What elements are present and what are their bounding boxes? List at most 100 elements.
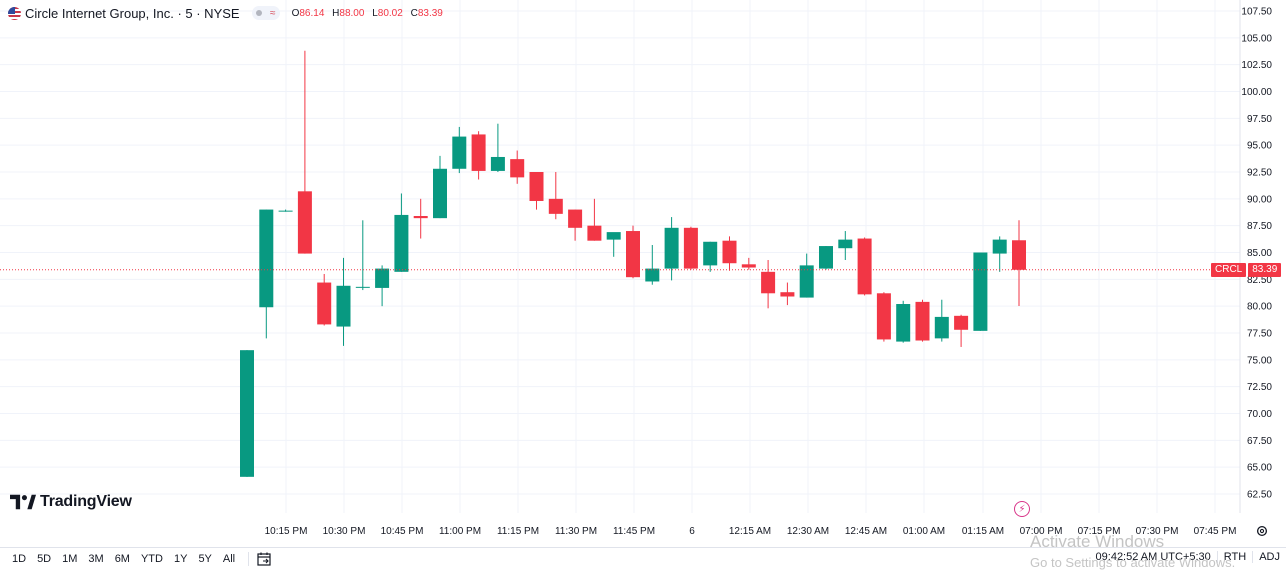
calendar-goto-icon[interactable] bbox=[257, 552, 273, 566]
symbol-title[interactable]: Circle Internet Group, Inc. · 5 · NYSE bbox=[25, 5, 240, 21]
candle[interactable] bbox=[336, 257, 351, 346]
candle[interactable] bbox=[413, 198, 428, 239]
candle[interactable] bbox=[838, 231, 853, 261]
candle[interactable] bbox=[568, 209, 583, 241]
compare-pill[interactable]: ≈ bbox=[251, 6, 280, 20]
adjust-toggle[interactable]: ADJ bbox=[1252, 551, 1286, 563]
candle[interactable] bbox=[741, 257, 756, 270]
y-tick-label: 92.50 bbox=[1247, 168, 1272, 179]
x-tick-label: 11:15 PM bbox=[497, 526, 539, 537]
x-tick-label: 01:00 AM bbox=[903, 526, 945, 537]
grid bbox=[0, 0, 1240, 513]
candle-body bbox=[838, 239, 853, 249]
candle[interactable] bbox=[645, 244, 660, 285]
candle[interactable] bbox=[626, 225, 640, 279]
candle[interactable] bbox=[722, 236, 737, 271]
candle-body bbox=[240, 350, 254, 477]
ohlc-low-value: 80.02 bbox=[377, 7, 403, 19]
y-tick-label: 77.50 bbox=[1247, 329, 1272, 340]
candle[interactable] bbox=[683, 226, 698, 270]
candle-body bbox=[683, 227, 698, 269]
candle-body bbox=[297, 191, 312, 254]
candle-body bbox=[394, 214, 409, 272]
candle-body bbox=[722, 240, 737, 264]
candle[interactable] bbox=[799, 253, 814, 298]
candle-body bbox=[645, 268, 660, 282]
x-tick-label: 12:45 AM bbox=[845, 526, 887, 537]
y-tick-label: 65.00 bbox=[1247, 463, 1272, 474]
price-chart[interactable]: 62.50 65.00 67.50 70.00 72.50 75.00 77.50 80.00… bbox=[0, 0, 1286, 547]
candle[interactable] bbox=[606, 232, 621, 257]
candle[interactable] bbox=[703, 241, 718, 272]
candle[interactable] bbox=[355, 220, 370, 291]
candle[interactable] bbox=[954, 314, 969, 347]
tradingview-logo[interactable]: TradingView bbox=[10, 493, 132, 511]
candle[interactable] bbox=[375, 265, 390, 307]
candle[interactable] bbox=[973, 252, 988, 331]
range-all-button[interactable]: All bbox=[222, 552, 236, 565]
candle[interactable] bbox=[394, 193, 409, 272]
candle[interactable] bbox=[915, 299, 930, 342]
candle[interactable] bbox=[876, 292, 891, 342]
candle[interactable] bbox=[510, 150, 525, 184]
range-ytd-button[interactable]: YTD bbox=[140, 552, 163, 565]
ohlc-close-key: C bbox=[410, 7, 418, 19]
time-axis: 10:15 PM 10:30 PM 10:45 PM 11:00 PM 11:15 PM… bbox=[265, 526, 1237, 537]
candle-body bbox=[548, 198, 563, 214]
candle[interactable] bbox=[529, 172, 544, 210]
range-6m-button[interactable]: 6M bbox=[114, 552, 130, 565]
tradingview-logo-icon bbox=[10, 494, 36, 510]
x-tick-label: 11:00 PM bbox=[439, 526, 481, 537]
candle-body bbox=[413, 216, 428, 219]
candle-body bbox=[934, 316, 949, 339]
x-tick-label: 10:15 PM bbox=[265, 526, 308, 537]
candle[interactable] bbox=[780, 282, 795, 306]
clock-time[interactable]: 09:42:52 AM UTC+5:30 bbox=[1095, 551, 1211, 563]
y-tick-label: 75.00 bbox=[1247, 355, 1272, 366]
candles bbox=[0, 50, 1240, 477]
range-1d-button[interactable]: 1D bbox=[12, 552, 27, 565]
session-toggle[interactable]: RTH bbox=[1216, 551, 1252, 563]
candle[interactable] bbox=[1012, 220, 1026, 306]
candle[interactable] bbox=[240, 350, 254, 477]
candle-body bbox=[780, 292, 795, 297]
candle[interactable] bbox=[433, 155, 447, 219]
ohlc-close-value: 83.39 bbox=[417, 7, 443, 19]
candle[interactable] bbox=[896, 300, 911, 343]
range-3m-button[interactable]: 3M bbox=[88, 552, 104, 565]
candle[interactable] bbox=[317, 273, 332, 326]
ohlc-open-key: O bbox=[291, 7, 300, 19]
candle-body bbox=[452, 136, 467, 169]
candle[interactable] bbox=[857, 237, 872, 296]
price-axis: 62.50 65.00 67.50 70.00 72.50 75.00 77.50 80.00… bbox=[1241, 7, 1272, 501]
range-1y-button[interactable]: 1Y bbox=[173, 552, 188, 565]
candle[interactable] bbox=[297, 50, 312, 254]
y-tick-label: 107.50 bbox=[1241, 7, 1272, 18]
candle[interactable] bbox=[490, 123, 505, 172]
candle[interactable] bbox=[452, 126, 467, 174]
ohlc-high-key: H bbox=[332, 7, 340, 19]
candle[interactable] bbox=[992, 236, 1007, 272]
candle-body bbox=[799, 265, 814, 298]
candle[interactable] bbox=[259, 209, 274, 339]
candle[interactable] bbox=[934, 299, 949, 342]
candle[interactable] bbox=[761, 260, 776, 309]
candle-body bbox=[703, 241, 718, 266]
candle[interactable] bbox=[471, 131, 486, 180]
range-5d-button[interactable]: 5D bbox=[37, 552, 52, 565]
range-1m-button[interactable]: 1M bbox=[62, 552, 78, 565]
x-tick-label: 07:15 PM bbox=[1078, 526, 1121, 537]
gear-icon[interactable] bbox=[1255, 524, 1269, 538]
x-tick-label: 01:15 AM bbox=[962, 526, 1004, 537]
y-tick-label: 97.50 bbox=[1247, 114, 1272, 125]
candle[interactable] bbox=[278, 209, 293, 212]
candle[interactable] bbox=[587, 198, 602, 241]
range-5y-button[interactable]: 5Y bbox=[198, 552, 212, 565]
candle[interactable] bbox=[819, 246, 833, 270]
y-tick-label: 82.50 bbox=[1247, 275, 1272, 286]
lightning-icon[interactable]: ⚡ bbox=[1014, 501, 1030, 517]
candle[interactable] bbox=[664, 217, 679, 281]
candle[interactable] bbox=[548, 172, 563, 220]
x-tick-label: 10:45 PM bbox=[381, 526, 424, 537]
y-tick-label: 100.00 bbox=[1241, 87, 1272, 98]
